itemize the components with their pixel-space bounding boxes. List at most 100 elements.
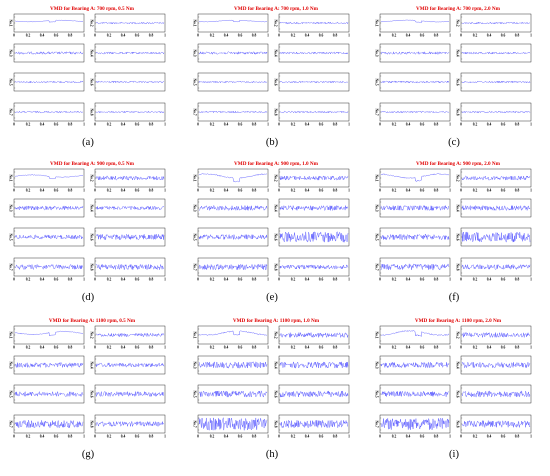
x-tick-label: 0.2 xyxy=(291,278,296,282)
x-tick-label: 0.2 xyxy=(392,346,397,350)
x-tick-label: 1 xyxy=(449,34,451,38)
mode-subplot: No.1 0 0.2 0.4 0.6 0.8 1 xyxy=(375,168,451,193)
mode-subplot: No.1 0 0.2 0.4 0.6 0.8 1 xyxy=(9,168,85,193)
x-tick-label: 0.4 xyxy=(121,435,126,439)
x-tick-label: 0 xyxy=(278,123,280,127)
mode-label: No.5 xyxy=(9,390,13,397)
x-tick-label: 0.8 xyxy=(434,123,439,127)
x-tick-label: 1 xyxy=(530,435,532,439)
x-tick-label: 0 xyxy=(278,435,280,439)
mode-label: No.3 xyxy=(193,361,197,368)
x-tick-label: 1 xyxy=(449,189,451,193)
mode-signal xyxy=(198,19,268,23)
x-tick-label: 0.2 xyxy=(26,278,31,282)
mode-signal xyxy=(95,21,165,25)
mode-label: No.1 xyxy=(9,19,13,26)
x-tick-label: 0.4 xyxy=(305,346,310,350)
subplot-frame xyxy=(94,198,166,218)
mode-label: No.6 xyxy=(90,233,94,240)
x-tick-label: 0.8 xyxy=(434,278,439,282)
mode-subplot: No.2 0 0.2 0.4 0.6 0.8 1 xyxy=(90,168,166,193)
mode-signal xyxy=(279,80,349,84)
x-tick-label: 0.6 xyxy=(135,278,140,282)
panel-title: VMD for Bearing A: 1100 rpm, 1.0 Nm xyxy=(233,318,320,324)
mode-signal xyxy=(279,21,349,25)
mode-signal xyxy=(461,51,531,55)
x-tick-label: 0 xyxy=(94,346,96,350)
mode-subplot: No.4 xyxy=(456,198,532,218)
x-tick-label: 1 xyxy=(348,435,350,439)
mode-subplot: No.4 xyxy=(90,355,166,375)
x-tick-label: 1 xyxy=(348,278,350,282)
mode-label: No.4 xyxy=(90,204,94,211)
x-tick-label: 0.4 xyxy=(40,278,45,282)
mode-label: No.8 xyxy=(274,263,278,270)
mode-subplot: No.8 0 0.2 0.4 0.6 0.8 1 xyxy=(274,414,350,439)
x-tick-label: 0.4 xyxy=(487,346,492,350)
x-tick-label: 0.4 xyxy=(305,123,310,127)
mode-subplot: No.1 0 0.2 0.4 0.6 0.8 1 xyxy=(375,325,451,350)
x-tick-label: 0.4 xyxy=(40,123,45,127)
x-tick-label: 0.8 xyxy=(252,34,257,38)
mode-signal xyxy=(14,80,84,84)
mode-label: No.3 xyxy=(9,49,13,56)
x-tick-label: 0 xyxy=(460,278,462,282)
mode-label: No.2 xyxy=(456,331,460,338)
mode-signal xyxy=(95,362,165,368)
x-tick-label: 0 xyxy=(278,34,280,38)
x-tick-label: 1 xyxy=(164,34,166,38)
x-tick-label: 0.6 xyxy=(135,189,140,193)
x-tick-label: 0.2 xyxy=(107,34,112,38)
vmd-panel-b: VMD for Bearing A: 700 rpm, 1.0 Nm No.1 0 0… xyxy=(193,6,351,148)
x-tick-label: 0.6 xyxy=(238,346,243,350)
mode-subplot: No.6 xyxy=(90,72,166,92)
mode-subplot: No.6 xyxy=(456,227,532,247)
x-tick-label: 0.8 xyxy=(333,34,338,38)
mode-signal xyxy=(461,264,531,270)
x-tick-label: 0.6 xyxy=(420,189,425,193)
mode-subplot: No.8 0 0.2 0.4 0.6 0.8 1 xyxy=(90,257,166,282)
mode-signal xyxy=(14,51,84,55)
x-tick-label: 0.2 xyxy=(473,34,478,38)
panel-caption: (c) xyxy=(448,137,460,148)
mode-label: No.5 xyxy=(9,78,13,85)
x-tick-label: 0.6 xyxy=(501,346,506,350)
x-tick-label: 0.6 xyxy=(238,278,243,282)
x-tick-label: 0 xyxy=(379,34,381,38)
x-tick-label: 0 xyxy=(197,278,199,282)
mode-signal xyxy=(95,175,165,181)
x-tick-label: 1 xyxy=(348,34,350,38)
mode-label: No.5 xyxy=(375,233,379,240)
mode-subplot: No.5 xyxy=(193,72,269,92)
mode-signal xyxy=(279,264,349,270)
x-tick-label: 0 xyxy=(94,278,96,282)
mode-label: No.8 xyxy=(274,108,278,115)
mode-subplot: No.6 xyxy=(90,227,166,247)
x-tick-label: 0.8 xyxy=(333,123,338,127)
mode-label: No.2 xyxy=(274,19,278,26)
mode-label: No.8 xyxy=(274,420,278,427)
mode-label: No.2 xyxy=(274,331,278,338)
x-tick-label: 0.4 xyxy=(406,123,411,127)
mode-label: No.7 xyxy=(375,108,379,115)
mode-signal xyxy=(279,420,349,429)
mode-label: No.1 xyxy=(375,19,379,26)
mode-signal xyxy=(461,361,531,369)
mode-subplot: No.3 xyxy=(193,355,269,375)
x-tick-label: 0.8 xyxy=(149,123,154,127)
mode-subplot: No.6 xyxy=(274,227,350,247)
x-tick-label: 0.4 xyxy=(305,435,310,439)
vmd-panel-g: VMD for Bearing A: 1100 rpm, 0.5 Nm No.1 0… xyxy=(9,318,167,460)
mode-subplot: No.4 xyxy=(456,355,532,375)
mode-signal xyxy=(14,234,84,240)
mode-signal xyxy=(380,233,450,241)
mode-subplot: No.5 xyxy=(193,384,269,404)
x-tick-label: 1 xyxy=(83,189,85,193)
x-tick-label: 0.4 xyxy=(406,34,411,38)
x-tick-label: 0 xyxy=(278,346,280,350)
mode-subplot: No.4 xyxy=(456,43,532,63)
x-tick-label: 1 xyxy=(449,278,451,282)
x-tick-label: 1 xyxy=(267,34,269,38)
mode-label: No.6 xyxy=(456,390,460,397)
mode-signal xyxy=(95,233,165,241)
